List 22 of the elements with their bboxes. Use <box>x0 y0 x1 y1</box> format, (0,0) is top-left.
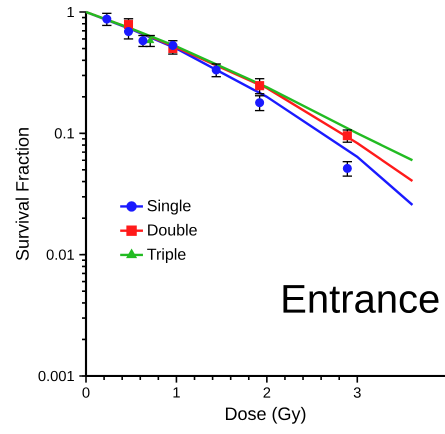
point <box>255 81 264 90</box>
point <box>342 164 352 173</box>
point <box>124 27 134 36</box>
x-tick-label: 0 <box>82 387 90 398</box>
point <box>168 40 178 50</box>
legend-label: Triple <box>147 248 186 264</box>
x-tick-label: 1 <box>173 387 180 398</box>
point <box>342 131 352 140</box>
point <box>255 98 264 108</box>
x-axis-title: Dose (Gy) <box>226 406 306 424</box>
y-tick-label: 1 <box>68 6 74 18</box>
x-tick-label: 3 <box>354 387 361 398</box>
y-tick-label: 0.1 <box>54 128 74 139</box>
legend-label: Single <box>148 200 191 215</box>
y-tick-label: 0.01 <box>46 249 74 260</box>
legend-label: Double <box>148 224 197 236</box>
annotation: Entrance <box>283 285 438 314</box>
point <box>102 14 112 24</box>
x-tick-label: 2 <box>264 387 270 398</box>
y-axis-title: Survival Fraction <box>16 128 29 260</box>
point <box>212 65 221 74</box>
y-tick-label: 0.001 <box>38 370 74 382</box>
